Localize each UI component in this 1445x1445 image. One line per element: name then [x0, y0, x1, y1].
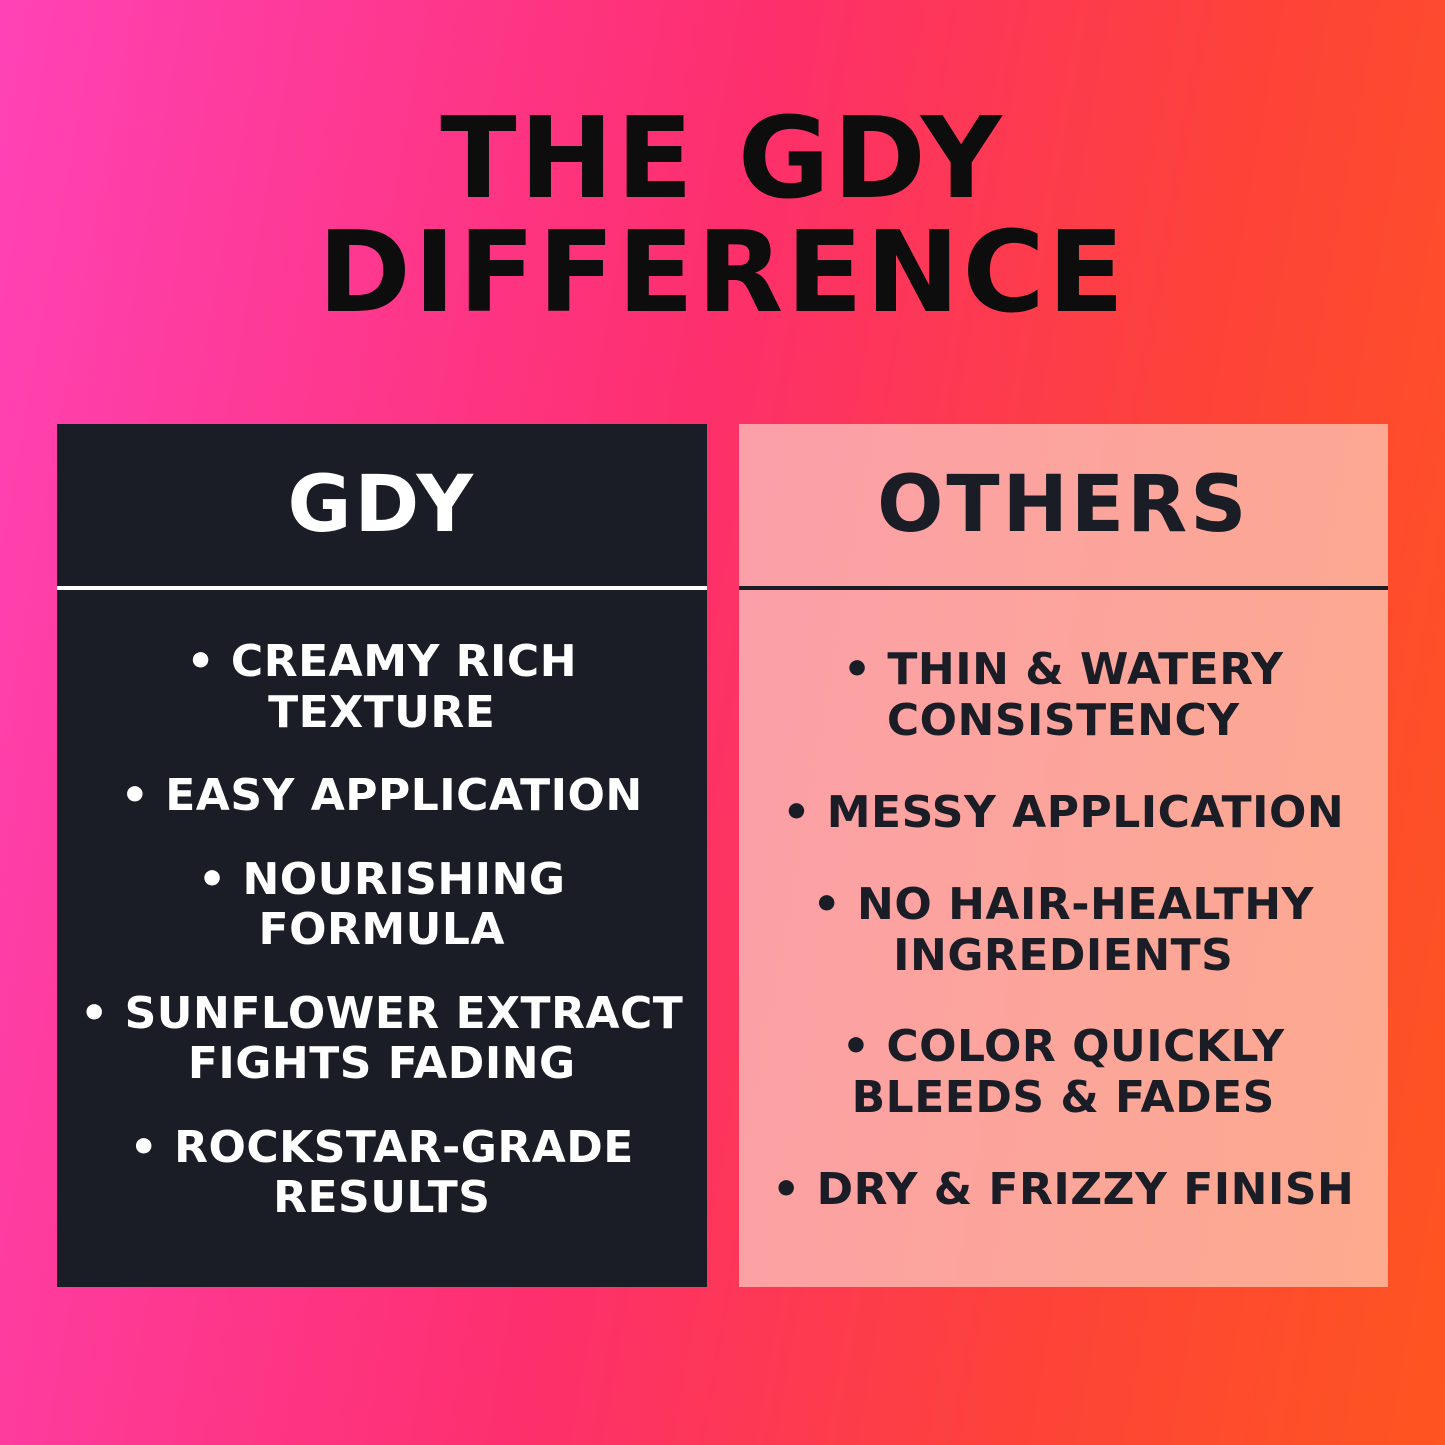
list-item: • NO HAIR-HEALTHY INGREDIENTS — [812, 878, 1314, 981]
list-item: • DRY & FRIZZY FINISH — [772, 1164, 1355, 1216]
gdy-column-title: GDY — [287, 460, 477, 550]
list-item: • EASY APPLICATION — [120, 770, 643, 822]
list-item: • THIN & WATERY CONSISTENCY — [842, 644, 1284, 746]
others-column-title: OTHERS — [877, 460, 1250, 550]
page-title-line-1: THE GDY — [440, 94, 1005, 224]
others-divider — [738, 586, 1388, 590]
gdy-column: GDY • CREAMY RICH TEXTURE • EASY APPLICAT… — [57, 424, 707, 1287]
others-item-list: • THIN & WATERY CONSISTENCY • MESSY APPLI… — [739, 590, 1389, 1287]
page-title-line-2: DIFFERENCE — [317, 208, 1128, 339]
list-item: • MESSY APPLICATION — [782, 786, 1345, 838]
gdy-divider — [57, 586, 707, 590]
list-item: • CREAMY RICH TEXTURE — [186, 635, 578, 738]
gdy-item-list: • CREAMY RICH TEXTURE • EASY APPLICATION •… — [57, 590, 707, 1287]
list-item: • COLOR QUICKLY BLEEDS & FADES — [841, 1021, 1285, 1124]
list-item: • ROCKSTAR-GRADE RESULTS — [129, 1121, 634, 1224]
others-column: OTHERS • THIN & WATERY CONSISTENCY • MESS… — [738, 424, 1389, 1287]
list-item: • NOURISHING FORMULA — [198, 853, 566, 956]
page-title: THE GDY DIFFERENCE — [0, 94, 1445, 339]
comparison-cards: GDY • CREAMY RICH TEXTURE • EASY APPLICAT… — [57, 424, 1388, 1287]
list-item: • SUNFLOWER EXTRACT FIGHTS FADING — [80, 987, 684, 1090]
